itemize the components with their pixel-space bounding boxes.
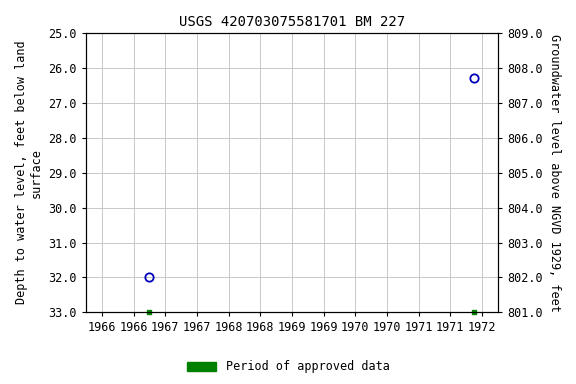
Y-axis label: Depth to water level, feet below land
surface: Depth to water level, feet below land su… [15, 41, 43, 305]
Legend: Period of approved data: Period of approved data [182, 356, 394, 378]
Y-axis label: Groundwater level above NGVD 1929, feet: Groundwater level above NGVD 1929, feet [548, 34, 561, 311]
Title: USGS 420703075581701 BM 227: USGS 420703075581701 BM 227 [179, 15, 405, 29]
